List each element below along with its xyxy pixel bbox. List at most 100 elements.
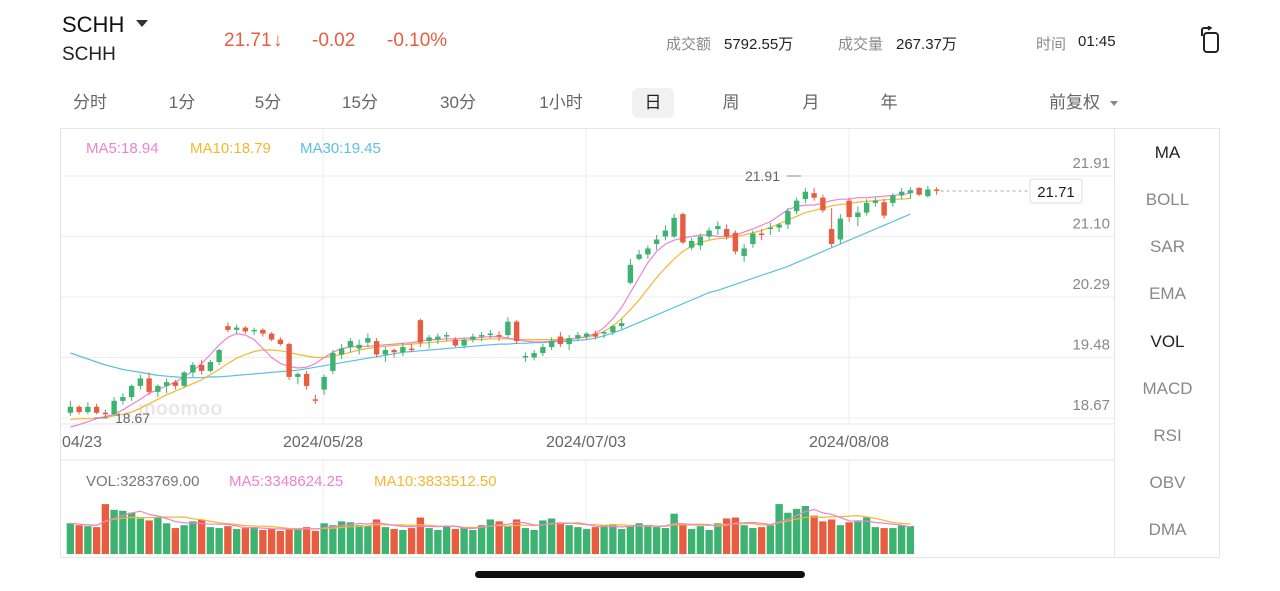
legend-vol-ma5: MA5:3348624.25 xyxy=(229,473,344,490)
tab-1hour[interactable]: 1小时 xyxy=(539,93,583,112)
candle-body xyxy=(365,338,371,343)
candle-body xyxy=(890,195,896,203)
candle-body xyxy=(102,412,109,415)
volume-bar xyxy=(477,525,486,554)
volume-bar xyxy=(810,515,818,554)
volume-bar xyxy=(154,517,162,554)
tab-week[interactable]: 周 xyxy=(722,93,740,112)
volume-bar xyxy=(504,526,512,554)
tab-15min[interactable]: 15分 xyxy=(342,93,378,112)
candle-body xyxy=(513,321,520,342)
candle-body xyxy=(592,333,599,337)
candle-body xyxy=(767,227,774,230)
candle-body xyxy=(548,341,555,348)
down-arrow-icon: ↓ xyxy=(273,30,283,51)
candle-body xyxy=(356,344,362,349)
candle-body xyxy=(382,350,389,355)
volume-bar xyxy=(661,528,670,554)
tab-day[interactable]: 日 xyxy=(632,88,674,118)
candle-body xyxy=(723,229,730,237)
candle-body xyxy=(268,333,275,340)
volume-bar xyxy=(906,526,915,554)
volume-bar xyxy=(862,517,871,554)
home-indicator[interactable] xyxy=(475,571,805,578)
volume-bar xyxy=(119,510,127,554)
volume-bar xyxy=(197,519,206,554)
legend-ma30: MA30:19.45 xyxy=(300,140,381,157)
volume-bar xyxy=(827,519,836,554)
kline-chart[interactable]: 21.91 21.10 20.29 19.48 18.67 04/23 2024/05/28… xyxy=(60,128,1115,558)
volume-bar xyxy=(547,518,556,554)
volume-bar xyxy=(792,508,801,554)
volume-bar xyxy=(766,525,775,554)
volume-bar xyxy=(757,527,766,554)
indicator-macd[interactable]: MACD xyxy=(1142,379,1193,398)
volume-bar xyxy=(372,519,381,554)
candle-body xyxy=(566,338,572,345)
volume-bar xyxy=(714,523,722,554)
volume-bar xyxy=(687,529,696,554)
tab-1min[interactable]: 1分 xyxy=(168,93,196,112)
indicator-ema[interactable]: EMA xyxy=(1149,284,1186,303)
legend-ma10: MA10:18.79 xyxy=(190,140,271,157)
volume-bar xyxy=(215,528,223,554)
volume-value: 267.37万 xyxy=(896,36,957,53)
candle-body xyxy=(636,254,642,259)
ticker-symbol[interactable]: SCHH xyxy=(62,12,125,37)
indicator-obv[interactable]: OBV xyxy=(1149,473,1186,492)
candle-body xyxy=(645,248,651,255)
chevron-down-icon[interactable] xyxy=(1110,101,1118,106)
candle-body xyxy=(820,197,826,211)
indicator-rsi[interactable]: RSI xyxy=(1153,426,1182,445)
ticker-dropdown-icon[interactable] xyxy=(136,20,148,27)
candle-body xyxy=(846,200,852,218)
volume-bar xyxy=(512,519,521,554)
ticker-subtitle: SCHH xyxy=(62,44,116,65)
indicator-sar[interactable]: SAR xyxy=(1150,237,1185,256)
candle-body xyxy=(128,385,135,398)
volume-bar xyxy=(644,525,652,554)
tab-30min[interactable]: 30分 xyxy=(440,93,476,112)
volume-bar xyxy=(399,530,407,554)
candle-body xyxy=(863,202,870,213)
indicator-ma[interactable]: MA xyxy=(1154,143,1181,162)
volume-bar xyxy=(871,527,880,554)
ma30-line xyxy=(70,213,911,379)
ma10-line xyxy=(70,197,911,421)
candle-body xyxy=(242,327,249,332)
volume-bar xyxy=(75,525,83,554)
candle-body xyxy=(916,187,922,195)
candle-body xyxy=(478,335,485,337)
indicator-boll[interactable]: BOLL xyxy=(1145,190,1190,209)
indicator-dma[interactable]: DMA xyxy=(1148,520,1187,539)
watermark-logo: moomoo xyxy=(138,398,222,420)
candle-body xyxy=(776,224,782,228)
candle-body xyxy=(715,226,721,230)
volume-bar xyxy=(250,527,258,554)
candle-body xyxy=(181,372,187,386)
volume-bar xyxy=(232,529,241,554)
candle-body xyxy=(706,230,712,237)
legend-ma5: MA5:18.94 xyxy=(86,140,159,157)
candle-body xyxy=(925,189,931,197)
candle-body xyxy=(505,321,511,336)
volume-bar xyxy=(469,530,477,554)
tab-year[interactable]: 年 xyxy=(880,93,898,112)
tab-month[interactable]: 月 xyxy=(802,93,820,112)
volume-bar xyxy=(670,513,678,554)
volume-bar xyxy=(897,525,906,554)
tab-intraday[interactable]: 分时 xyxy=(73,93,107,112)
candle-body xyxy=(732,232,739,252)
indicator-vol[interactable]: VOL xyxy=(1150,332,1185,351)
candle-body xyxy=(583,333,590,337)
volume-bar xyxy=(416,517,425,554)
candle-body xyxy=(540,347,546,354)
volume-bar xyxy=(364,526,372,554)
tab-5min[interactable]: 5分 xyxy=(254,93,282,112)
candle-body xyxy=(67,406,74,413)
rotate-screen-icon[interactable] xyxy=(1198,26,1224,54)
volume-bar xyxy=(617,529,626,554)
volume-bar xyxy=(355,525,363,554)
volume-bar xyxy=(162,523,171,554)
price-adjust-select[interactable]: 前复权 xyxy=(1049,93,1100,112)
